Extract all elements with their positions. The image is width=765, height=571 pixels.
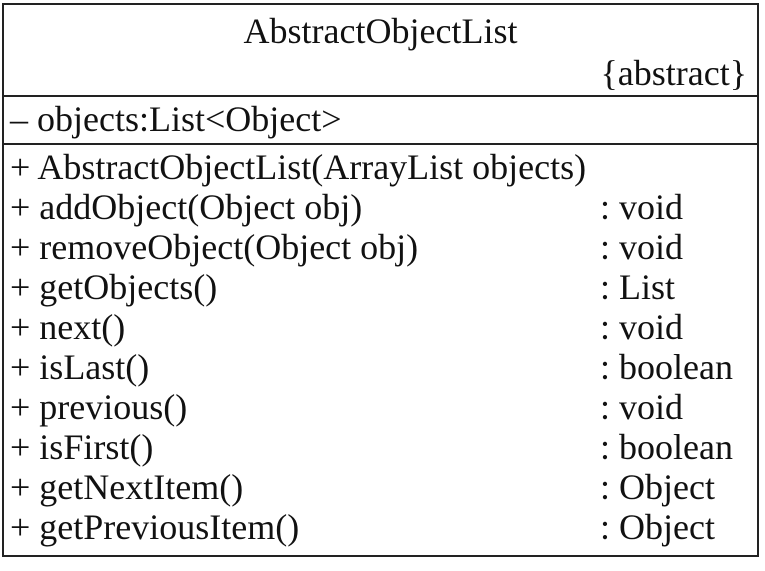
operation-row: + addObject(Object obj) : void — [4, 187, 757, 227]
operation-return-type: : List — [600, 267, 676, 307]
operation-row: + getNextItem() : Object — [4, 467, 757, 507]
class-stereotype: {abstract} — [600, 53, 748, 93]
operation-return-type: : Object — [600, 507, 715, 547]
attributes-compartment: – objects:List<Object> — [4, 97, 757, 145]
operation-return-type: : void — [600, 307, 684, 347]
operation-return-type: : void — [600, 387, 684, 427]
operation-signature: + getPreviousItem() — [10, 507, 300, 547]
operation-signature: + previous() — [10, 387, 188, 427]
attribute-objects: – objects:List<Object> — [10, 99, 342, 139]
operation-row: + getObjects() : List — [4, 267, 757, 307]
operation-return-type: : boolean — [600, 427, 733, 467]
operation-return-type: : void — [600, 227, 684, 267]
operation-signature: + isLast() — [10, 347, 150, 387]
operation-row: + getPreviousItem() : Object — [4, 507, 757, 547]
uml-class-box: AbstractObjectList {abstract} – objects:… — [2, 3, 759, 557]
operation-return-type: : boolean — [600, 347, 733, 387]
operation-return-type: : void — [600, 187, 684, 227]
operation-signature: + isFirst() — [10, 427, 154, 467]
operation-row: + AbstractObjectList(ArrayList objects) — [4, 147, 757, 187]
operation-signature: + addObject(Object obj) — [10, 187, 363, 227]
operation-signature: + getNextItem() — [10, 467, 244, 507]
operation-return-type: : Object — [600, 467, 715, 507]
operation-row: + isLast() : boolean — [4, 347, 757, 387]
class-header: AbstractObjectList {abstract} — [4, 5, 757, 97]
operation-row: + removeObject(Object obj) : void — [4, 227, 757, 267]
operation-signature: + removeObject(Object obj) — [10, 227, 419, 267]
class-name: AbstractObjectList — [243, 11, 518, 51]
operation-signature: + getObjects() — [10, 267, 218, 307]
operations-compartment: + AbstractObjectList(ArrayList objects) … — [4, 145, 757, 555]
operation-row: + previous() : void — [4, 387, 757, 427]
operation-signature: + next() — [10, 307, 126, 347]
operation-row: + next() : void — [4, 307, 757, 347]
operation-row: + isFirst() : boolean — [4, 427, 757, 467]
operation-signature: + AbstractObjectList(ArrayList objects) — [10, 147, 587, 187]
